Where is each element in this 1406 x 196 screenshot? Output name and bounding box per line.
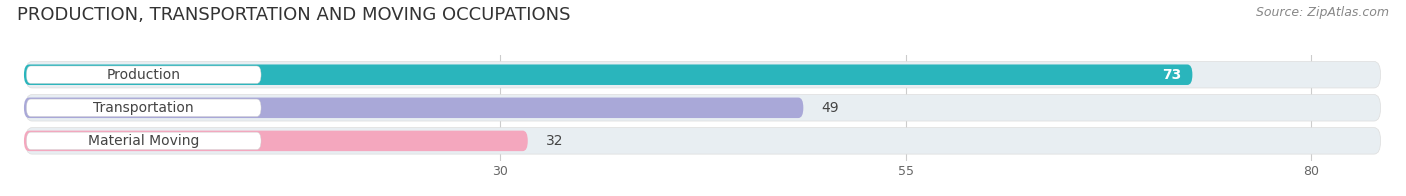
FancyBboxPatch shape: [25, 62, 1381, 88]
FancyBboxPatch shape: [24, 131, 527, 151]
FancyBboxPatch shape: [25, 128, 1381, 154]
Text: Source: ZipAtlas.com: Source: ZipAtlas.com: [1256, 6, 1389, 19]
Text: 73: 73: [1161, 68, 1181, 82]
FancyBboxPatch shape: [25, 95, 1381, 121]
Text: 49: 49: [821, 101, 839, 115]
Text: Transportation: Transportation: [93, 101, 194, 115]
FancyBboxPatch shape: [27, 132, 262, 150]
FancyBboxPatch shape: [27, 99, 262, 116]
Text: PRODUCTION, TRANSPORTATION AND MOVING OCCUPATIONS: PRODUCTION, TRANSPORTATION AND MOVING OC…: [17, 6, 571, 24]
FancyBboxPatch shape: [27, 66, 262, 83]
Text: Material Moving: Material Moving: [89, 134, 200, 148]
FancyBboxPatch shape: [24, 64, 1192, 85]
Text: Production: Production: [107, 68, 181, 82]
Text: 32: 32: [546, 134, 564, 148]
FancyBboxPatch shape: [24, 98, 803, 118]
